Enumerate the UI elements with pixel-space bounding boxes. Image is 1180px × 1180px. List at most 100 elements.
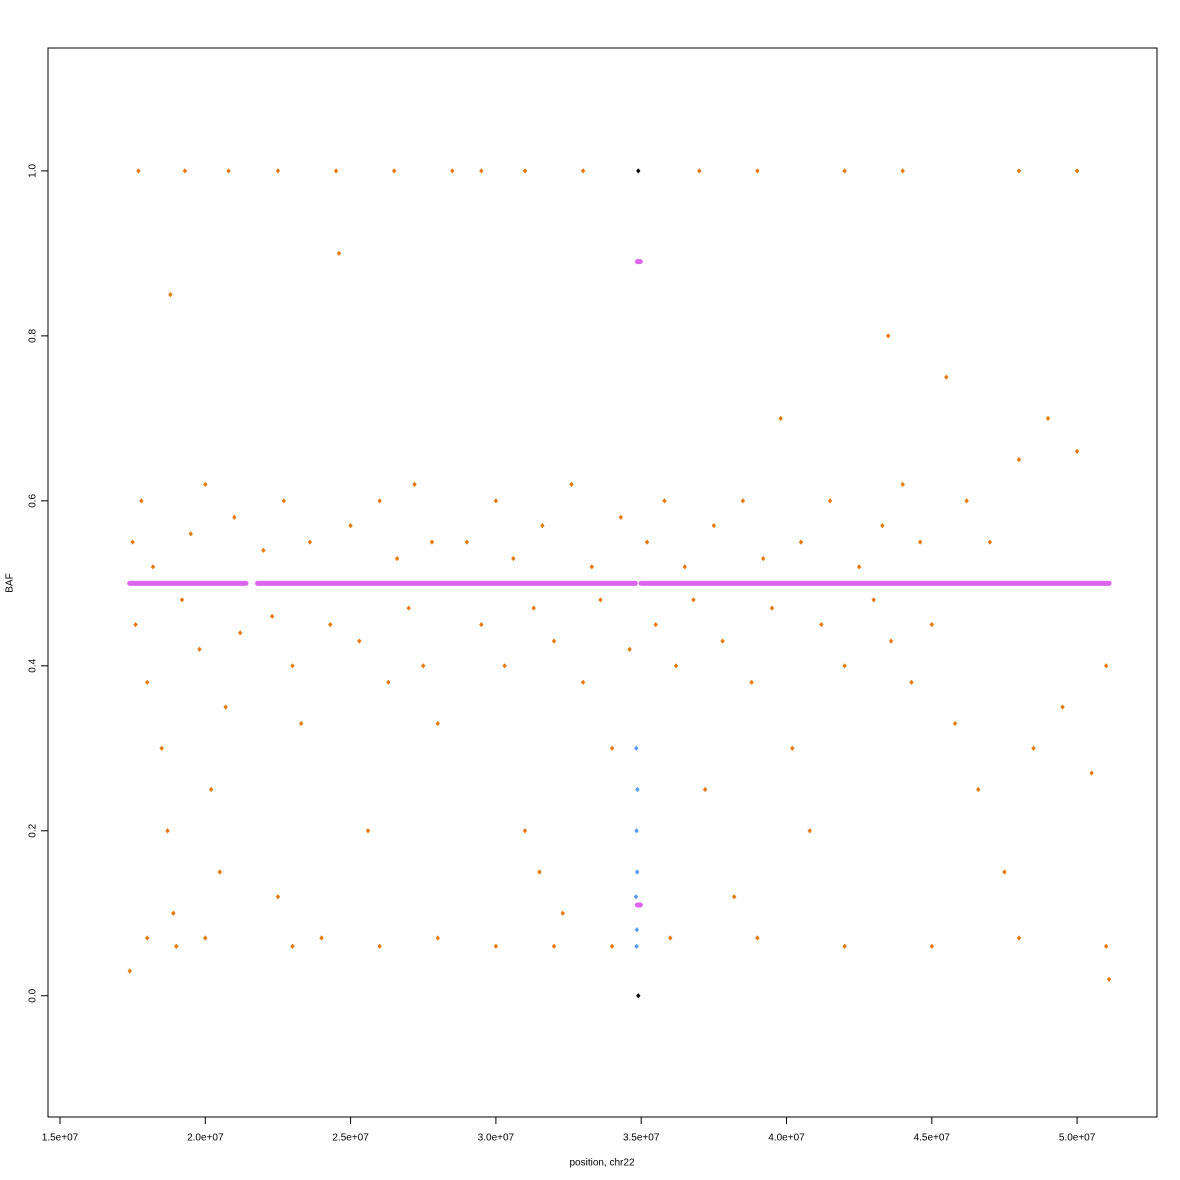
point	[290, 663, 295, 669]
point	[842, 168, 847, 174]
point	[856, 564, 862, 570]
point	[386, 679, 391, 685]
point	[328, 621, 333, 628]
point	[634, 828, 639, 834]
point	[673, 663, 679, 669]
point	[139, 498, 144, 504]
point	[394, 555, 400, 562]
point	[1045, 415, 1051, 421]
point	[1074, 448, 1080, 454]
point	[493, 943, 499, 949]
point	[298, 720, 304, 727]
point	[952, 720, 958, 727]
point	[531, 605, 536, 611]
point	[223, 704, 228, 710]
x-tick-label: 3.5e+07	[623, 1133, 660, 1144]
point	[203, 481, 208, 487]
point	[1016, 168, 1022, 174]
point	[900, 168, 905, 174]
point	[769, 605, 775, 611]
point	[130, 539, 135, 545]
point	[1060, 704, 1065, 710]
point	[226, 168, 231, 174]
point	[290, 943, 295, 949]
point	[435, 720, 440, 727]
x-axis-label: position, chr22	[569, 1158, 634, 1169]
point	[691, 597, 696, 603]
point	[511, 555, 516, 562]
point	[668, 935, 673, 941]
point	[976, 786, 981, 793]
point	[634, 745, 639, 751]
point	[365, 828, 371, 834]
point	[635, 786, 640, 793]
point	[537, 869, 542, 875]
point	[150, 564, 156, 570]
point	[917, 539, 923, 545]
point	[909, 679, 914, 685]
point	[807, 828, 812, 834]
point	[319, 935, 324, 941]
point	[755, 168, 760, 174]
point	[159, 745, 164, 751]
point	[540, 522, 545, 529]
point	[261, 547, 266, 553]
point	[900, 481, 905, 487]
point	[634, 927, 640, 933]
point	[697, 168, 702, 174]
point	[1103, 663, 1109, 669]
x-tick-label: 4.0e+07	[768, 1133, 805, 1144]
point	[731, 894, 737, 900]
point	[391, 168, 397, 174]
point	[357, 638, 362, 644]
point	[842, 663, 847, 669]
x-tick-label: 1.5e+07	[42, 1133, 79, 1144]
point	[144, 679, 150, 685]
point	[464, 539, 470, 545]
point	[636, 168, 641, 174]
point	[819, 621, 824, 628]
point	[653, 621, 658, 628]
point	[871, 597, 876, 603]
point	[168, 292, 173, 298]
point	[435, 935, 440, 941]
point	[609, 745, 615, 751]
point	[179, 597, 185, 603]
point	[761, 555, 766, 562]
x-tick-label: 2.0e+07	[187, 1133, 224, 1144]
y-tick-label: 0.0	[28, 988, 39, 1002]
point	[580, 168, 586, 174]
point	[269, 613, 275, 619]
point	[429, 539, 435, 545]
point	[1106, 976, 1112, 982]
y-tick-label: 0.4	[28, 658, 39, 672]
point	[237, 630, 243, 636]
point	[929, 943, 934, 949]
point	[421, 663, 426, 669]
x-tick-label: 3.0e+07	[478, 1133, 515, 1144]
point	[1089, 770, 1094, 776]
point	[944, 374, 949, 380]
point	[827, 498, 833, 504]
x-tick-label: 5.0e+07	[1059, 1133, 1096, 1144]
point	[522, 828, 528, 834]
point	[1103, 943, 1109, 949]
point	[720, 638, 725, 644]
point	[336, 250, 342, 256]
point	[682, 564, 687, 570]
point	[634, 943, 639, 949]
point	[749, 679, 754, 685]
point	[636, 993, 641, 999]
point	[281, 498, 286, 504]
point	[522, 168, 528, 174]
point	[580, 679, 586, 685]
point	[133, 621, 138, 628]
point	[1002, 869, 1007, 875]
point	[711, 522, 717, 529]
point	[165, 828, 170, 834]
point	[702, 786, 708, 793]
point	[450, 168, 455, 174]
point	[232, 514, 237, 520]
point	[609, 943, 615, 949]
